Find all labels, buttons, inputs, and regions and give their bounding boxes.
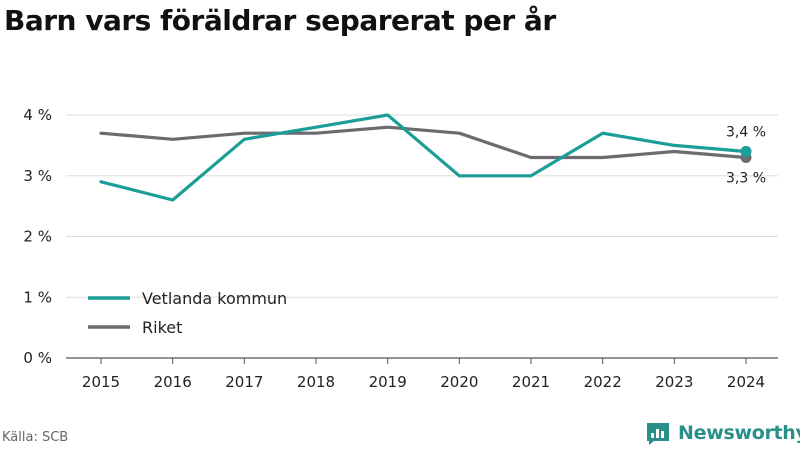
- x-tick-label: 2022: [584, 373, 622, 391]
- x-tick-label: 2023: [655, 373, 693, 391]
- newsworthy-logo-icon: [647, 423, 669, 445]
- x-tick-label: 2018: [297, 373, 335, 391]
- y-tick-label: 1 %: [23, 288, 52, 306]
- y-tick-label: 4 %: [23, 106, 52, 124]
- end-label-vetlanda: 3,4 %: [726, 124, 766, 140]
- x-tick-label: 2016: [154, 373, 192, 391]
- x-tick-label: 2024: [727, 373, 765, 391]
- y-tick-label: 2 %: [23, 228, 52, 246]
- chart-title: Barn vars föräldrar separerat per år: [4, 4, 556, 37]
- series-line-riket: [99, 125, 748, 160]
- x-tick-label: 2021: [512, 373, 550, 391]
- x-tick-label: 2019: [369, 373, 407, 391]
- x-tick-label: 2015: [82, 373, 120, 391]
- legend-label-riket: Riket: [142, 318, 182, 337]
- y-tick-label: 3 %: [23, 167, 52, 185]
- end-labels: 3,4 % 3,3 %: [726, 124, 766, 186]
- series-line-vetlanda: [99, 113, 748, 202]
- series-lines: [99, 113, 752, 202]
- end-label-riket: 3,3 %: [726, 171, 766, 187]
- legend: Vetlanda kommun Riket: [88, 289, 287, 337]
- end-point-vetlanda: [740, 145, 752, 157]
- x-axis-ticks: 2015 2016 2017 2018 2019 2020 2021 2022 2023 2024: [82, 358, 765, 391]
- brand-name: Newsworthy: [678, 422, 800, 444]
- gridlines: [66, 114, 778, 359]
- x-tick-label: 2020: [440, 373, 478, 391]
- brand-logo: Newsworthy: [645, 420, 800, 446]
- x-tick-label: 2017: [225, 373, 263, 391]
- legend-label-vetlanda: Vetlanda kommun: [142, 289, 287, 308]
- source-note: Källa: SCB: [2, 430, 69, 445]
- y-axis-ticks: 0 % 1 % 2 % 3 % 4 %: [23, 106, 52, 367]
- y-tick-label: 0 %: [23, 349, 52, 367]
